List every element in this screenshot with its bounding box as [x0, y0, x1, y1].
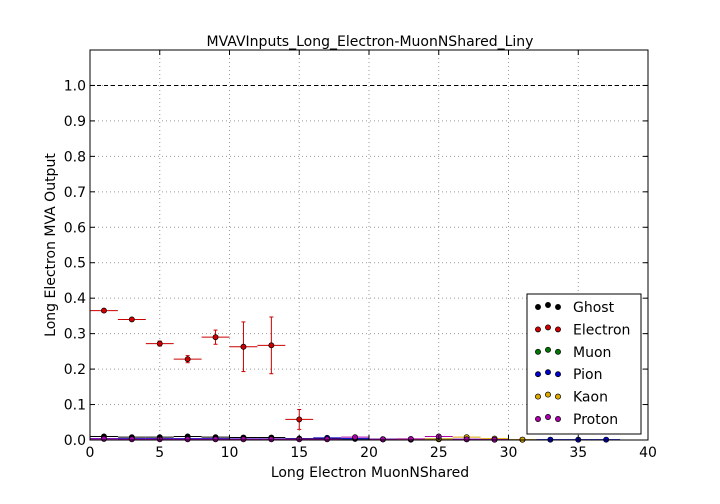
y-axis: 0.0 0.1 0.2 0.3 0.4 0.5 0.6 0.7 0.8 0.9 1.0	[64, 78, 648, 449]
data-point	[212, 334, 219, 341]
y-tick-label: 0.7	[64, 185, 86, 201]
data-point	[407, 435, 414, 442]
x-tick-label: 20	[360, 445, 378, 461]
x-tick-label: 5	[155, 445, 164, 461]
y-tick-label: 0.4	[64, 291, 86, 307]
legend-marker	[555, 371, 561, 378]
legend: Ghost Electron Muon Pion Kaon Proton	[526, 293, 642, 435]
x-tick-label: 35	[569, 445, 587, 461]
data-point	[240, 436, 247, 443]
legend-marker	[555, 416, 561, 422]
legend-marker	[545, 324, 551, 331]
legend-entry: Proton	[535, 412, 618, 428]
legend-label: Proton	[573, 412, 618, 428]
y-tick-label: 0.2	[64, 362, 86, 378]
data-point	[268, 436, 275, 443]
y-tick-label: 0.3	[64, 327, 86, 343]
data-point	[324, 436, 331, 443]
legend-marker	[535, 326, 541, 333]
x-tick-label: 15	[290, 445, 308, 461]
legend-marker	[545, 414, 551, 420]
legend-box	[526, 293, 642, 435]
series-proton	[90, 433, 509, 443]
data-point	[296, 416, 303, 423]
data-point	[268, 342, 275, 349]
legend-label: Muon	[573, 345, 611, 361]
legend-label: Pion	[573, 367, 602, 383]
x-axis-label: Long Electron MuonNShared	[271, 465, 469, 481]
x-tick-label: 0	[86, 445, 95, 461]
x-tick-label: 25	[430, 445, 448, 461]
data-point	[352, 434, 358, 441]
data-point	[240, 343, 247, 350]
legend-label: Ghost	[573, 300, 615, 316]
legend-marker	[545, 346, 551, 353]
y-tick-label: 0.6	[64, 220, 86, 236]
data-point	[128, 436, 135, 443]
legend-entry: Kaon	[535, 390, 608, 406]
legend-entry: Muon	[535, 345, 611, 361]
data-point	[184, 436, 191, 443]
data-point	[212, 436, 219, 443]
legend-marker	[535, 416, 541, 422]
y-tick-label: 0.9	[64, 114, 86, 130]
legend-label: Kaon	[573, 390, 608, 406]
data-point	[156, 340, 163, 347]
data-point	[128, 316, 135, 323]
legend-entry: Electron	[535, 322, 630, 338]
legend-marker	[545, 302, 551, 308]
legend-marker	[535, 393, 541, 400]
data-point	[100, 435, 107, 442]
data-point	[380, 436, 386, 443]
legend-entry: Pion	[535, 367, 602, 383]
y-tick-label: 0.1	[64, 398, 86, 414]
y-tick-label: 1.0	[64, 78, 86, 94]
y-tick-label: 0.0	[64, 433, 86, 449]
x-tick-label: 10	[221, 445, 239, 461]
legend-marker	[555, 393, 561, 400]
y-axis-label: Long Electron MVA Output	[43, 153, 59, 337]
legend-marker	[555, 304, 561, 310]
y-tick-label: 0.5	[64, 256, 86, 272]
chart-title: MVAVInputs_Long_Electron-MuonNShared_Lin…	[207, 34, 534, 50]
legend-marker	[535, 304, 541, 310]
x-tick-label: 40	[639, 445, 657, 461]
series-electron	[90, 307, 314, 430]
legend-label: Electron	[573, 322, 630, 338]
x-tick-label: 30	[500, 445, 518, 461]
y-tick-label: 0.8	[64, 149, 86, 165]
legend-marker	[545, 391, 551, 398]
legend-marker	[535, 371, 541, 378]
data-point	[463, 436, 470, 443]
data-point	[184, 356, 191, 363]
legend-marker	[555, 348, 561, 355]
data-point	[100, 307, 107, 314]
legend-entry: Ghost	[535, 300, 615, 316]
legend-marker	[555, 326, 561, 333]
legend-marker	[545, 369, 551, 376]
x-axis: 0 5 10 15 20 25 30 35 40	[86, 50, 657, 461]
legend-marker	[535, 348, 541, 355]
